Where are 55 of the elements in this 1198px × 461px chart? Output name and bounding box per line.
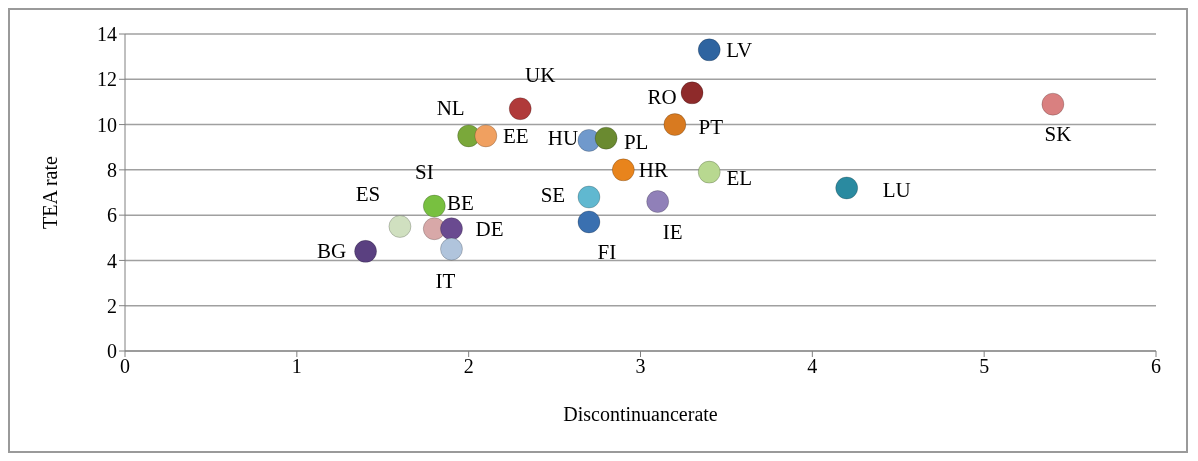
point (354, 239, 378, 263)
series-label: UK (525, 62, 556, 87)
y-tick-label: 10 (97, 113, 117, 136)
point (388, 214, 412, 238)
point (577, 185, 601, 209)
series-label: PT (698, 114, 724, 139)
series-label: EL (726, 166, 753, 191)
y-tick-label: 6 (107, 204, 117, 227)
y-tick-label: 8 (107, 158, 117, 181)
series-label: DE (475, 216, 504, 241)
x-tick-label: 3 (635, 355, 646, 378)
point (1041, 92, 1065, 116)
x-tick-label: 1 (291, 355, 302, 378)
series-label: SK (1044, 122, 1072, 147)
point (439, 237, 463, 261)
y-tick-label: 14 (97, 23, 117, 46)
point (577, 210, 601, 234)
series-label: LU (882, 177, 911, 202)
point (680, 81, 704, 105)
point (646, 190, 670, 214)
point (594, 126, 618, 150)
series-label: HR (638, 157, 668, 182)
point (474, 124, 498, 148)
point (697, 160, 721, 184)
series-label: ES (355, 182, 381, 207)
y-axis-title: TEA rate (39, 156, 62, 229)
y-tick-label: 2 (107, 294, 117, 317)
series-label: SE (540, 183, 566, 208)
series-label: BE (446, 190, 474, 215)
point (835, 176, 859, 200)
point (508, 97, 532, 121)
series-label: IE (662, 219, 683, 244)
y-tick-label: 12 (97, 68, 117, 91)
y-tick-label: 0 (107, 340, 117, 363)
point (697, 38, 721, 62)
series-label: HU (547, 126, 579, 151)
series-label: SI (414, 160, 434, 185)
series-label: BG (316, 239, 347, 264)
x-axis-title: Discontinuancerate (563, 403, 718, 425)
series-label: FI (597, 239, 617, 264)
series-label: PL (623, 130, 649, 155)
series-label: LV (726, 37, 753, 62)
x-tick-label: 6 (1151, 355, 1161, 378)
point (663, 113, 687, 137)
y-tick-label: 4 (107, 249, 117, 272)
point (611, 158, 635, 182)
series-label: IT (435, 269, 456, 294)
point (439, 217, 463, 241)
x-tick-label: 4 (807, 355, 818, 378)
series-label: NL (436, 95, 465, 120)
x-tick-label: 2 (463, 355, 474, 378)
series-label: EE (503, 123, 529, 148)
point (422, 194, 446, 218)
x-tick-label: 5 (979, 355, 990, 378)
series-label: RO (647, 84, 677, 109)
